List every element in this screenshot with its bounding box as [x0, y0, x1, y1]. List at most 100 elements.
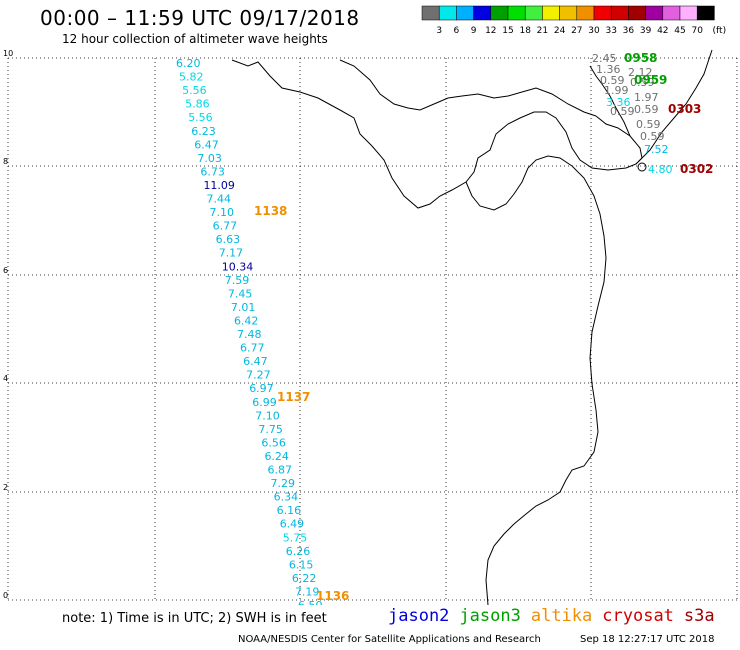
wave-height-label: 6.20 — [176, 57, 201, 70]
wave-height-label: 6.34 — [274, 491, 299, 504]
wave-height-label: 7.10 — [255, 409, 279, 422]
wave-height-label: 5.56 — [182, 84, 207, 97]
wave-height-label: 6.99 — [252, 396, 277, 409]
color-scale-bar: 3 6 9 12 15 18 21 24 27 30 33 36 39 42 45 70 (ft) — [421, 5, 726, 36]
y-axis-tick-label: 10 — [3, 49, 13, 58]
coast-detail-path — [589, 65, 631, 137]
wave-height-label: 1.36 — [596, 63, 621, 76]
colorbar-tick-label: 12 — [485, 26, 496, 36]
wave-height-label: 6.23 — [191, 125, 216, 138]
wave-height-label: 6.16 — [277, 504, 302, 517]
colorbar-tick-label: 70 — [691, 26, 703, 36]
wave-height-label: 0.59 — [600, 74, 625, 87]
x-axis-tick-label: -75 — [730, 604, 740, 605]
colorbar-tick-label: 42 — [657, 26, 668, 36]
pass-time-label: 1138 — [254, 204, 287, 218]
map-title: 00:00 – 11:59 UTC 09/17/2018 — [40, 6, 360, 30]
wave-height-label: 7.52 — [644, 143, 669, 156]
wave-height-label: 7.10 — [210, 206, 235, 219]
colorbar-tick-label: 30 — [588, 26, 600, 36]
wave-height-label: 6.77 — [213, 220, 238, 233]
legend-item-jason3: jason3 — [459, 606, 521, 626]
wave-height-label: 5.82 — [179, 71, 204, 84]
pass-time-label: 1136 — [316, 589, 349, 603]
wave-height-label: 5.75 — [283, 531, 308, 544]
wave-height-label: 6.77 — [240, 342, 264, 355]
wave-height-map: -90-87-84-81-78-750246810 6.205.825.565.… — [1, 49, 740, 605]
y-axis-tick-label: 8 — [3, 157, 8, 166]
caribbean-coast-path — [339, 59, 597, 117]
wave-height-label: 7.45 — [228, 287, 253, 300]
wave-height-label: 6.24 — [264, 450, 289, 463]
coastline — [231, 49, 713, 605]
footnote: note: 1) Time is in UTC; 2) SWH is in fe… — [62, 611, 327, 626]
wave-height-label: 6.73 — [200, 165, 225, 178]
wave-height-label: 7.17 — [219, 247, 244, 260]
wave-height-label: 0.59 — [634, 103, 659, 116]
colorbar-tick-label: 18 — [519, 26, 531, 36]
wave-height-label: 6.42 — [234, 314, 259, 327]
credit-line: NOAA/NESDIS Center for Satellite Applica… — [238, 634, 541, 645]
y-axis-tick-label: 4 — [3, 374, 8, 383]
wave-height-label: 7.29 — [271, 477, 296, 490]
wave-height-label: 0.59 — [610, 105, 635, 118]
colorbar-tick-label: 3 — [436, 26, 442, 36]
wave-height-label: 6.56 — [261, 436, 286, 449]
map-subtitle: 12 hour collection of altimeter wave hei… — [62, 32, 328, 46]
panama-coast-path — [231, 59, 643, 209]
colorbar-tick-label: 36 — [623, 26, 635, 36]
colorbar-tick-label: 15 — [502, 26, 513, 36]
x-axis-tick-label: -90 — [1, 604, 14, 605]
map-grid: -90 -87 -84 -81 -78 -75 0 2 4 6 8 10 — [1, 49, 740, 605]
wave-height-label: 6.22 — [292, 572, 317, 585]
wave-height-label: 0.59 — [640, 130, 665, 143]
x-axis-tick-label: -78 — [584, 604, 597, 605]
wave-height-label: 1.97 — [634, 91, 659, 104]
colorbar-tick-label: 33 — [605, 26, 616, 36]
legend-item-jason2: jason2 — [388, 606, 450, 626]
track-endpoint-marker — [637, 162, 647, 172]
wave-height-label: 7.01 — [231, 301, 256, 314]
wave-height-label: 6.15 — [289, 558, 314, 571]
wave-height-label: 2.12 — [628, 66, 653, 79]
y-axis-tick-label: 6 — [3, 266, 8, 275]
colombia-coast-path — [635, 49, 713, 165]
wave-height-label: 5.56 — [188, 111, 213, 124]
colorbar-tick-label: 27 — [571, 26, 582, 36]
colorbar-tick-label: 9 — [471, 26, 477, 36]
altika-track-main: 6.205.825.565.865.566.236.477.036.7311.0… — [176, 57, 349, 605]
wave-height-label: 7.48 — [237, 328, 262, 341]
wave-height-label: 6.49 — [280, 518, 305, 531]
wave-height-label: 6.50 — [298, 599, 323, 605]
wave-height-label: 11.09 — [203, 179, 235, 192]
wave-height-label: 0.59 — [630, 76, 655, 89]
wave-height-label: 7.44 — [207, 193, 232, 206]
wave-height-label: 1.99 — [604, 84, 629, 97]
wave-height-label: 6.63 — [216, 233, 241, 246]
pass-time-label: 0302 — [680, 162, 713, 176]
wave-height-label: 7.59 — [225, 274, 250, 287]
wave-height-label: 7.03 — [197, 152, 222, 165]
wave-height-label: 7.75 — [258, 423, 283, 436]
pass-time-label: 0958 — [624, 51, 657, 65]
gulf-of-panama-path — [465, 155, 607, 605]
wave-height-label: 5.86 — [185, 98, 210, 111]
colorbar-swatch — [696, 5, 715, 21]
legend-item-s3a: s3a — [683, 606, 715, 626]
colorbar-tick-label: 24 — [554, 26, 566, 36]
wave-height-label: 6.47 — [194, 138, 219, 151]
wave-height-label: 6.97 — [249, 382, 274, 395]
wave-height-label: 10.34 — [222, 260, 254, 273]
pass-time-label: 0303 — [668, 102, 701, 116]
pass-time-label: 1137 — [277, 390, 310, 404]
wave-height-label: 3.36 — [606, 96, 631, 109]
wave-height-label: 0.59 — [636, 118, 661, 131]
legend-item-cryosat: cryosat — [602, 606, 674, 626]
colorbar-tick-label: 39 — [640, 26, 652, 36]
wave-height-label: 7.19 — [295, 585, 320, 598]
wave-height-label: 7.27 — [246, 369, 271, 382]
x-axis-tick-label: -84 — [293, 604, 306, 605]
generated-timestamp: Sep 18 12:27:17 UTC 2018 — [580, 634, 715, 645]
pass-time-label: 0959 — [634, 73, 667, 87]
